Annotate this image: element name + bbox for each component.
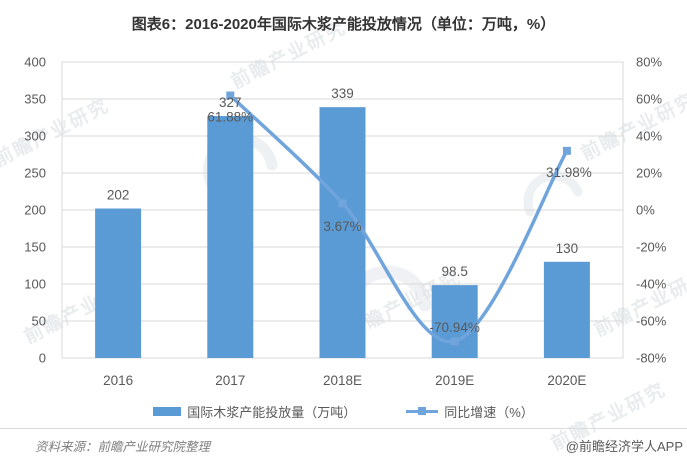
bar-label-2016: 202: [107, 188, 130, 203]
bar-2016: [95, 208, 142, 358]
x-axis-label-2018E: 2018E: [323, 373, 362, 388]
line-marker-2018E: [338, 199, 347, 208]
bar-2019E: [431, 285, 478, 358]
footer: 资料来源：前瞻产业研究院整理 @前瞻经济学人APP: [0, 428, 687, 462]
bar-label-2019E: 98.5: [442, 264, 468, 279]
line-label-2018E: 3.67%: [323, 219, 361, 234]
right-axis-tick: -20%: [636, 240, 667, 255]
right-axis-tick: -80%: [636, 351, 667, 366]
line-marker-2017: [226, 91, 235, 100]
legend-line-swatch-icon: [406, 407, 439, 416]
left-axis-tick: 300: [24, 129, 46, 144]
left-axis-tick: 50: [32, 314, 46, 329]
x-axis-label-2017: 2017: [215, 373, 245, 388]
legend-bar-swatch-icon: [153, 406, 182, 416]
footer-source-text: 资料来源：前瞻产业研究院整理: [35, 440, 211, 454]
right-axis-tick: -40%: [636, 277, 667, 292]
bar-label-2017: 327: [219, 95, 242, 110]
bar-label-2018E: 339: [331, 86, 354, 101]
line-label-2020E: 31.98%: [546, 165, 592, 180]
left-axis-tick: 400: [24, 55, 46, 70]
legend-line-label: 同比增速（%）: [444, 404, 534, 420]
right-axis-tick: 60%: [636, 92, 662, 107]
bar-2020E: [543, 261, 590, 358]
line-label-2019E: -70.94%: [430, 320, 480, 335]
right-axis-tick: 40%: [636, 129, 662, 144]
right-axis-tick: -60%: [636, 314, 667, 329]
line-marker-2020E: [562, 146, 571, 155]
right-axis-tick: 80%: [636, 55, 662, 70]
left-axis-tick: 350: [24, 92, 46, 107]
chart-title: 图表6：2016-2020年国际木浆产能投放情况（单位：万吨，%）: [131, 16, 556, 33]
x-axis-label-2020E: 2020E: [547, 373, 586, 388]
legend-bar-label: 国际木浆产能投放量（万吨）: [187, 404, 357, 420]
legend: 国际木浆产能投放量（万吨） 同比增速（%）: [0, 400, 687, 422]
bar-label-2020E: 130: [556, 241, 579, 256]
right-axis-tick: 20%: [636, 166, 662, 181]
x-axis-label-2019E: 2019E: [435, 373, 474, 388]
left-axis-tick: 150: [24, 240, 46, 255]
left-axis-tick: 250: [24, 166, 46, 181]
legend-item-line-series: 同比增速（%）: [406, 402, 534, 421]
x-axis-label-2016: 2016: [103, 373, 133, 388]
left-axis-tick: 100: [24, 277, 46, 292]
left-axis-tick: 0: [39, 351, 46, 366]
line-marker-2019E: [450, 337, 459, 346]
combo-chart: 400 80% 350 60% 300 40% 250 20% 200 0% 150 -20% 100 -…: [24, 55, 667, 389]
bar-2017: [207, 116, 254, 359]
line-label-2017: 61.88%: [207, 110, 253, 125]
growth-line: [229, 94, 569, 344]
legend-item-bar-series: 国际木浆产能投放量（万吨）: [153, 402, 356, 421]
footer-brand-text: @前瞻经济学人APP: [565, 439, 683, 454]
left-axis-tick: 200: [24, 203, 46, 218]
right-axis-tick: 0%: [636, 203, 655, 218]
